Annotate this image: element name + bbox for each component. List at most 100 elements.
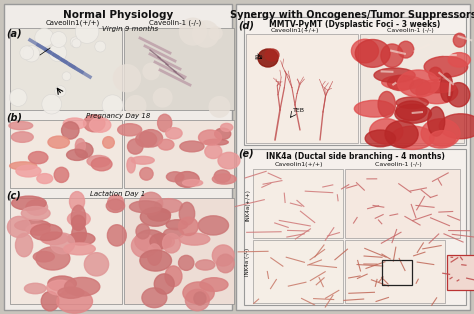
- Ellipse shape: [75, 143, 93, 158]
- Ellipse shape: [378, 91, 395, 117]
- Ellipse shape: [67, 212, 90, 226]
- Ellipse shape: [453, 33, 466, 47]
- Ellipse shape: [215, 128, 231, 139]
- Ellipse shape: [91, 158, 112, 171]
- Text: Caveolin1(+/+): Caveolin1(+/+): [46, 20, 100, 26]
- Ellipse shape: [84, 253, 109, 276]
- Circle shape: [179, 18, 207, 46]
- Ellipse shape: [139, 130, 163, 147]
- Ellipse shape: [200, 278, 228, 291]
- Ellipse shape: [16, 234, 33, 257]
- Ellipse shape: [28, 152, 48, 164]
- Ellipse shape: [64, 243, 95, 255]
- Bar: [10, 120, 122, 188]
- Circle shape: [23, 46, 40, 62]
- Ellipse shape: [429, 131, 456, 146]
- Ellipse shape: [90, 118, 111, 132]
- Text: (a): (a): [6, 28, 22, 38]
- Text: Virgin 9 months: Virgin 9 months: [102, 26, 158, 32]
- Ellipse shape: [136, 224, 150, 239]
- Ellipse shape: [183, 282, 214, 304]
- Ellipse shape: [131, 234, 157, 257]
- Ellipse shape: [8, 216, 30, 237]
- Ellipse shape: [166, 220, 188, 230]
- Ellipse shape: [381, 44, 403, 67]
- Ellipse shape: [374, 68, 415, 83]
- Ellipse shape: [198, 216, 228, 235]
- Text: Synergy with Oncogenes/Tumor Suppressors: Synergy with Oncogenes/Tumor Suppressors: [230, 10, 474, 20]
- Text: (c): (c): [6, 191, 21, 201]
- Ellipse shape: [48, 276, 76, 291]
- Ellipse shape: [11, 132, 33, 142]
- Ellipse shape: [199, 130, 221, 145]
- Circle shape: [142, 62, 160, 80]
- Bar: [124, 198, 234, 304]
- Circle shape: [51, 32, 67, 47]
- Text: INK4a(+/+): INK4a(+/+): [246, 189, 250, 221]
- Bar: [4, 4, 232, 310]
- Ellipse shape: [179, 233, 210, 245]
- Ellipse shape: [129, 201, 162, 213]
- Circle shape: [192, 20, 219, 48]
- Ellipse shape: [365, 130, 396, 147]
- Ellipse shape: [205, 144, 222, 159]
- Ellipse shape: [41, 291, 59, 311]
- Ellipse shape: [71, 205, 86, 230]
- Ellipse shape: [64, 118, 86, 129]
- Bar: [244, 149, 466, 305]
- Ellipse shape: [158, 139, 174, 150]
- Ellipse shape: [64, 277, 100, 296]
- Ellipse shape: [179, 255, 194, 270]
- Ellipse shape: [57, 290, 92, 313]
- Ellipse shape: [370, 119, 403, 144]
- Circle shape: [55, 86, 66, 97]
- Circle shape: [49, 44, 67, 62]
- Circle shape: [125, 95, 146, 116]
- Ellipse shape: [131, 156, 154, 164]
- Ellipse shape: [36, 247, 70, 270]
- Ellipse shape: [163, 234, 181, 253]
- Text: (e): (e): [238, 148, 254, 158]
- Ellipse shape: [179, 202, 195, 225]
- Text: INK4a (Ductal side branching - 4 months): INK4a (Ductal side branching - 4 months): [265, 152, 445, 161]
- Circle shape: [9, 89, 27, 106]
- Ellipse shape: [75, 138, 85, 153]
- Ellipse shape: [355, 100, 394, 117]
- Ellipse shape: [140, 208, 170, 226]
- Ellipse shape: [424, 56, 468, 77]
- Ellipse shape: [417, 83, 456, 93]
- Ellipse shape: [182, 180, 203, 186]
- Ellipse shape: [265, 49, 279, 61]
- Ellipse shape: [139, 192, 163, 215]
- Ellipse shape: [165, 266, 182, 287]
- Text: TEB: TEB: [293, 108, 305, 113]
- Ellipse shape: [72, 215, 85, 230]
- Ellipse shape: [185, 290, 210, 311]
- Ellipse shape: [9, 122, 33, 130]
- Ellipse shape: [217, 254, 234, 273]
- Ellipse shape: [440, 73, 453, 102]
- Ellipse shape: [21, 207, 50, 220]
- Ellipse shape: [128, 139, 143, 154]
- Ellipse shape: [106, 199, 125, 213]
- Ellipse shape: [398, 41, 414, 58]
- Ellipse shape: [159, 236, 174, 247]
- Ellipse shape: [166, 172, 184, 182]
- Ellipse shape: [87, 155, 110, 167]
- Circle shape: [42, 94, 62, 114]
- Ellipse shape: [387, 75, 414, 90]
- Ellipse shape: [410, 79, 431, 95]
- Text: (d): (d): [238, 20, 254, 30]
- Ellipse shape: [54, 167, 69, 182]
- Ellipse shape: [155, 199, 182, 213]
- Ellipse shape: [26, 200, 47, 215]
- Ellipse shape: [67, 149, 87, 160]
- Ellipse shape: [447, 83, 470, 107]
- Ellipse shape: [194, 292, 206, 305]
- Ellipse shape: [175, 171, 199, 187]
- Ellipse shape: [33, 252, 55, 262]
- Ellipse shape: [62, 122, 79, 139]
- Ellipse shape: [135, 230, 166, 252]
- Circle shape: [70, 37, 81, 47]
- Bar: [236, 4, 470, 310]
